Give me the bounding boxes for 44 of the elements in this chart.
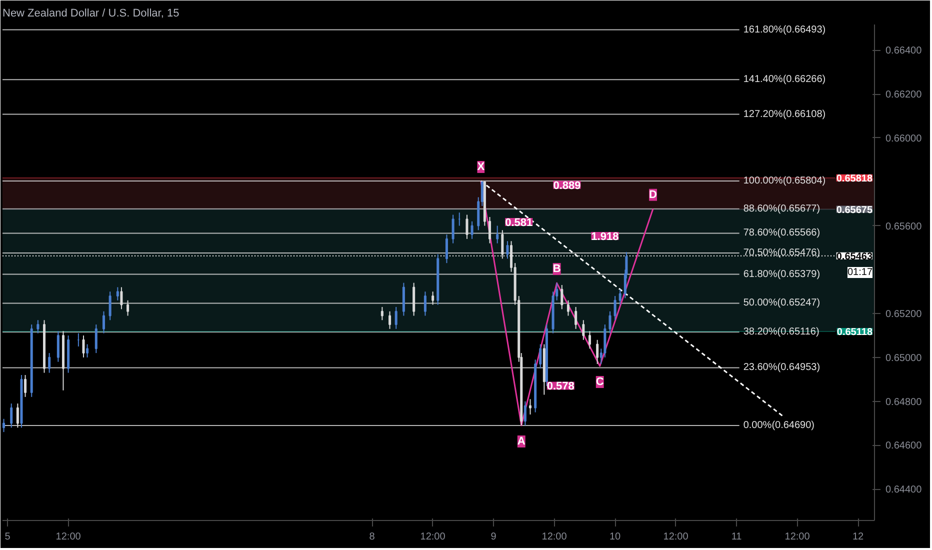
ref-line-label: 161.80%(0.66493) xyxy=(743,24,826,36)
chart-title: New Zealand Dollar / U.S. Dollar, 15 xyxy=(2,8,180,20)
y-tick-label: 0.64600 xyxy=(886,440,922,452)
y-tick-label: 0.65200 xyxy=(886,309,922,320)
x-tick-label: 12:00 xyxy=(663,532,689,542)
y-tick-label: 0.66400 xyxy=(886,46,922,57)
ref-line-label: 50.00%(0.65247) xyxy=(743,298,820,309)
ref-line-label: 78.60%(0.65566) xyxy=(743,228,820,239)
annotation: X xyxy=(477,160,486,173)
x-tick-label: 5 xyxy=(4,532,11,542)
x-tick-label: 12 xyxy=(852,532,864,542)
y-tick-label: 0.64400 xyxy=(886,484,922,496)
y-tick-label: 0.66000 xyxy=(886,133,922,144)
ref-line-label: 141.40%(0.66266) xyxy=(743,74,826,86)
ref-line-label: 61.80%(0.65379) xyxy=(743,268,820,280)
y-tick-label: 0.66200 xyxy=(886,90,922,101)
annotation: C xyxy=(596,376,604,388)
x-tick-label: 10 xyxy=(609,532,622,542)
ref-line-label: 38.20%(0.65116) xyxy=(743,326,820,338)
annotation: B xyxy=(552,263,561,276)
annotation: 0.578 xyxy=(546,380,574,393)
x-tick-label: 9 xyxy=(490,532,497,542)
ref-line-label: 0.65675 xyxy=(836,204,873,216)
y-tick-label: 0.65000 xyxy=(886,352,922,364)
x-tick-label: 12:00 xyxy=(56,532,82,542)
ref-line-label: 0.00%(0.64690) xyxy=(743,420,815,431)
x-tick-label: 12:00 xyxy=(420,532,446,542)
ref-line-label: 70.50%(0.65476) xyxy=(743,247,820,258)
y-tick-label: 0.65600 xyxy=(886,221,922,232)
annotation: D xyxy=(649,188,658,201)
x-tick-label: 11 xyxy=(731,532,742,542)
ref-line-label: 88.60%(0.65677) xyxy=(743,203,820,214)
x-tick-label: 12:00 xyxy=(542,532,568,542)
ref-line-label: 100.00%(0.65804) xyxy=(743,175,826,186)
x-tick-label: 12:00 xyxy=(784,532,810,542)
annotation: 0.581 xyxy=(505,217,533,230)
ref-line-label: 127.20%(0.66108) xyxy=(743,108,826,120)
annotation: 1.918 xyxy=(591,230,619,243)
annotation: 01:17 xyxy=(847,266,873,278)
ref-line-label: 23.60%(0.64953) xyxy=(743,362,820,374)
y-tick-label: 0.64800 xyxy=(886,396,922,408)
x-tick-label: 8 xyxy=(369,532,376,542)
annotation: A xyxy=(517,435,526,448)
annotation: 0.889 xyxy=(553,180,581,192)
